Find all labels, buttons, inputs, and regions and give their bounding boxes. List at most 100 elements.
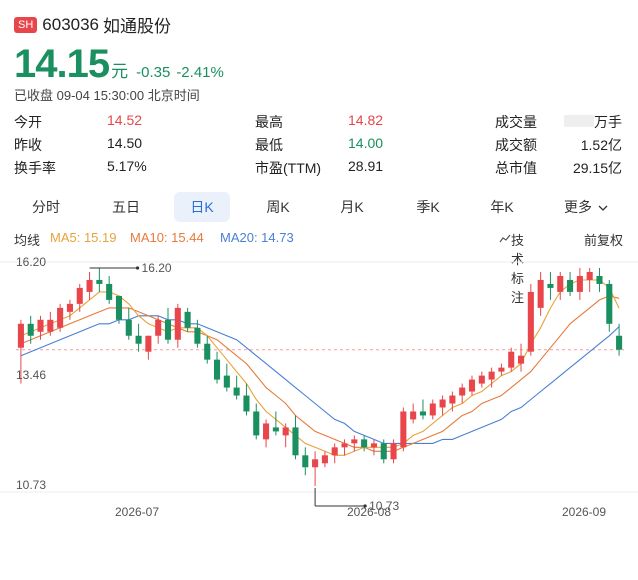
candle-body bbox=[184, 311, 191, 328]
tab-five-day[interactable]: 五日 bbox=[112, 199, 140, 215]
volume-label: 成交量 bbox=[495, 114, 537, 130]
candle-body bbox=[459, 387, 466, 396]
candle-body bbox=[606, 283, 613, 324]
candle-body bbox=[596, 275, 603, 284]
tech-annotation-label: 技术标注 bbox=[511, 233, 525, 305]
candle-body bbox=[243, 395, 250, 412]
stats-row-3: 换手率 5.17% 市盈(TTM) 28.91 总市值 29.15亿 bbox=[14, 158, 626, 181]
min-marker-dot bbox=[363, 504, 367, 508]
tab-intraday[interactable]: 分时 bbox=[32, 199, 60, 215]
candle-body bbox=[76, 287, 83, 304]
candle-body bbox=[361, 439, 368, 448]
stats-row-2: 昨收 14.50 最低 14.00 成交额 1.52亿 bbox=[14, 135, 626, 158]
y-tick-label: 10.73 bbox=[16, 478, 46, 492]
candle-body bbox=[312, 459, 319, 468]
turnover-rate-value: 5.17% bbox=[107, 158, 147, 174]
tab-quarterly-k[interactable]: 季K bbox=[416, 199, 440, 215]
candle-body bbox=[557, 275, 564, 292]
candle-body bbox=[449, 395, 456, 404]
pe-label: 市盈(TTM) bbox=[255, 160, 322, 176]
high-label: 最高 bbox=[255, 114, 283, 130]
ma20-legend: MA20: 14.73 bbox=[220, 230, 294, 245]
candle-body bbox=[468, 379, 476, 392]
x-tick-label: 2026-09 bbox=[562, 505, 606, 519]
candle-body bbox=[498, 367, 505, 372]
candle-body bbox=[282, 427, 289, 436]
chart-grid bbox=[0, 261, 638, 493]
candle-body bbox=[125, 319, 132, 336]
candle-body bbox=[400, 411, 407, 448]
min-marker-label: 10.73 bbox=[369, 499, 399, 513]
candle-body bbox=[321, 455, 328, 464]
x-tick-label: 2026-08 bbox=[347, 505, 391, 519]
candle-body bbox=[390, 443, 397, 460]
candle-body bbox=[517, 355, 525, 364]
candlestick-chart[interactable]: 16.20 13.46 10.73 2026-07 2026-08 2026-09 16.2… bbox=[0, 250, 638, 540]
candle-body bbox=[272, 427, 279, 432]
tab-yearly-k[interactable]: 年K bbox=[490, 199, 514, 215]
candle-body bbox=[37, 319, 44, 332]
candle-body bbox=[380, 443, 387, 460]
ma5-legend: MA5: 15.19 bbox=[50, 230, 117, 245]
candle-body bbox=[66, 303, 73, 312]
adjust-toggle[interactable]: 前复权 bbox=[584, 233, 624, 248]
candle-body bbox=[419, 411, 427, 416]
open-value: 14.52 bbox=[107, 112, 143, 128]
candle-body bbox=[17, 323, 24, 348]
low-label: 最低 bbox=[255, 137, 283, 153]
high-value: 14.82 bbox=[348, 112, 384, 128]
prev-close-label: 昨收 bbox=[14, 137, 42, 153]
y-tick-label: 13.46 bbox=[16, 368, 46, 382]
turnover-rate-label: 换手率 bbox=[14, 160, 56, 176]
candle-body bbox=[145, 335, 152, 352]
x-tick-label: 2026-07 bbox=[115, 505, 159, 519]
candle-body bbox=[576, 275, 583, 292]
price-change: -0.35 bbox=[136, 64, 171, 81]
market-cap-value: 29.15亿 bbox=[572, 160, 622, 176]
candle-body bbox=[135, 335, 142, 344]
candle-body bbox=[488, 371, 495, 380]
candle-body bbox=[223, 375, 230, 388]
pe-value: 28.91 bbox=[348, 158, 384, 174]
candle-body bbox=[57, 307, 64, 328]
turnover-value: 1.52亿 bbox=[580, 137, 622, 153]
candle-body bbox=[341, 443, 348, 448]
candle-body bbox=[96, 279, 103, 284]
candle-body bbox=[567, 279, 574, 292]
tab-more-label: 更多 bbox=[564, 199, 593, 215]
max-marker-label: 16.20 bbox=[142, 261, 172, 275]
chevron-down-icon bbox=[598, 205, 608, 211]
candle-body bbox=[439, 399, 446, 408]
candle-body bbox=[233, 387, 240, 396]
low-value: 14.00 bbox=[348, 135, 384, 151]
candle-body bbox=[106, 283, 113, 300]
volume-value-masked bbox=[564, 115, 594, 127]
candle-body bbox=[351, 439, 358, 444]
tab-weekly-k[interactable]: 周K bbox=[266, 199, 290, 215]
candle-body bbox=[410, 411, 417, 420]
candle-body bbox=[115, 295, 123, 320]
ma10-legend: MA10: 15.44 bbox=[130, 230, 204, 245]
candle-body bbox=[429, 403, 436, 416]
candle-body bbox=[586, 271, 593, 280]
tab-more[interactable]: 更多 bbox=[550, 192, 622, 222]
current-price: 14.15 bbox=[14, 42, 110, 86]
price-unit: 元 bbox=[111, 62, 129, 81]
candle-body bbox=[508, 351, 515, 368]
turnover-label: 成交额 bbox=[495, 137, 537, 153]
candle-body bbox=[478, 375, 485, 384]
tab-monthly-k[interactable]: 月K bbox=[340, 199, 364, 215]
stock-code: 603036 bbox=[42, 14, 100, 34]
candle-body bbox=[213, 359, 221, 380]
tab-daily-k[interactable]: 日K bbox=[174, 192, 230, 222]
candle-body bbox=[47, 319, 54, 332]
candle-body bbox=[155, 319, 162, 336]
stock-name: 如通股份 bbox=[103, 17, 172, 36]
stats-grid: 今开 14.52 最高 14.82 成交量 万手 昨收 14.50 最低 14.… bbox=[14, 112, 626, 181]
price-row: 14.15 元 -0.35 -2.41% bbox=[14, 42, 224, 87]
candle-body bbox=[253, 411, 260, 436]
candle-body bbox=[194, 327, 201, 344]
stock-header: SH 603036 如通股份 bbox=[14, 12, 171, 37]
tech-annotation-toggle[interactable]: 技术标注 bbox=[499, 230, 524, 305]
period-tabs: 分时 五日 日K 周K 月K 季K 年K 更多 bbox=[14, 192, 626, 222]
